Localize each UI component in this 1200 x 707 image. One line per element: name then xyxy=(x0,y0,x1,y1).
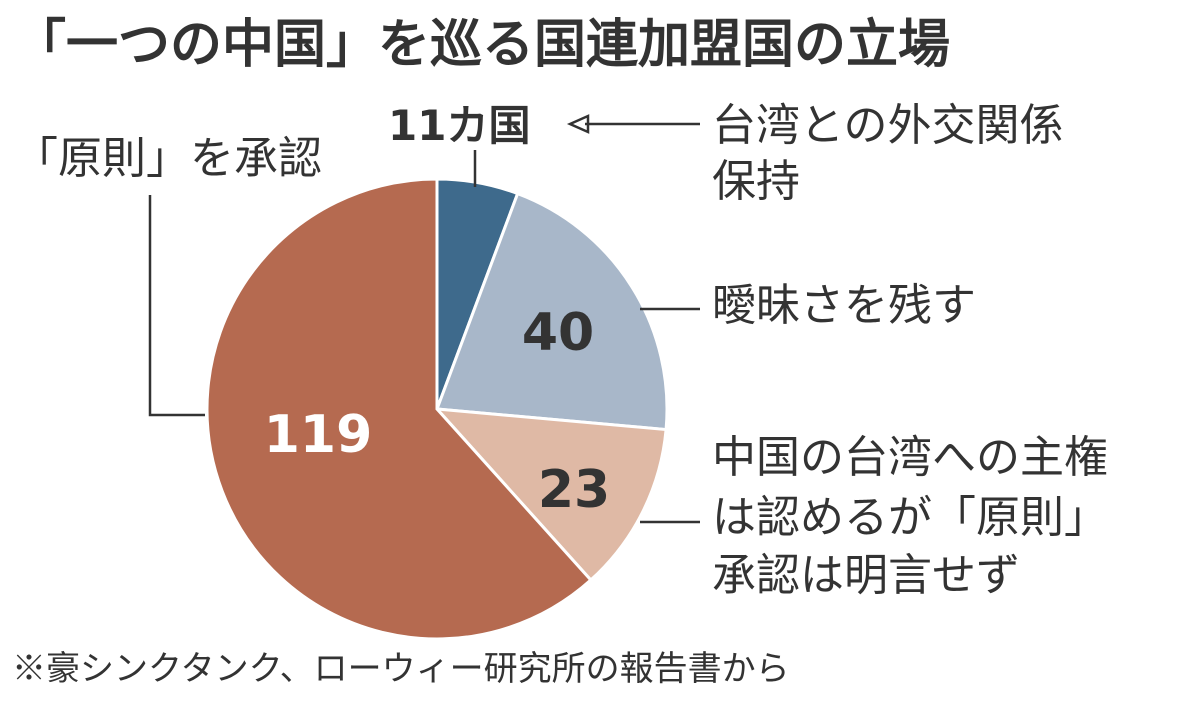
leader-lines xyxy=(148,114,700,524)
source-note: ※豪シンクタンク、ローウィー研究所の報告書から xyxy=(12,649,790,689)
pie-slice-partial xyxy=(433,407,668,583)
slice-value-ambiguous: 40 xyxy=(522,303,594,363)
chart-title: 「一つの中国」を巡る国連加盟国の立場 xyxy=(14,15,950,75)
slice-value-principle: 119 xyxy=(264,405,373,465)
pie-slice-ambiguous xyxy=(434,191,669,432)
slice-label-taiwan-line1: 台湾との外交関係 xyxy=(712,100,1064,151)
slice-label-partial-line3: 承認は明言せず xyxy=(712,550,1020,601)
leader-line-principle xyxy=(148,195,205,417)
pie-slice-principle xyxy=(205,177,593,641)
slice-value-partial: 23 xyxy=(538,460,610,520)
pie-slices xyxy=(205,177,669,641)
slice-value-taiwan: 11カ国 xyxy=(388,101,530,150)
slice-label-principle: 「原則」を承認 xyxy=(14,133,322,184)
leader-arrowhead-taiwan xyxy=(566,114,590,134)
slice-label-ambiguous: 曖昧さを残す xyxy=(712,280,976,331)
slice-label-partial-line2: は認めるが「原則」 xyxy=(712,492,1108,543)
slice-label-partial-line1: 中国の台湾への主権 xyxy=(712,432,1108,483)
slice-label-taiwan-line2: 保持 xyxy=(712,156,800,207)
